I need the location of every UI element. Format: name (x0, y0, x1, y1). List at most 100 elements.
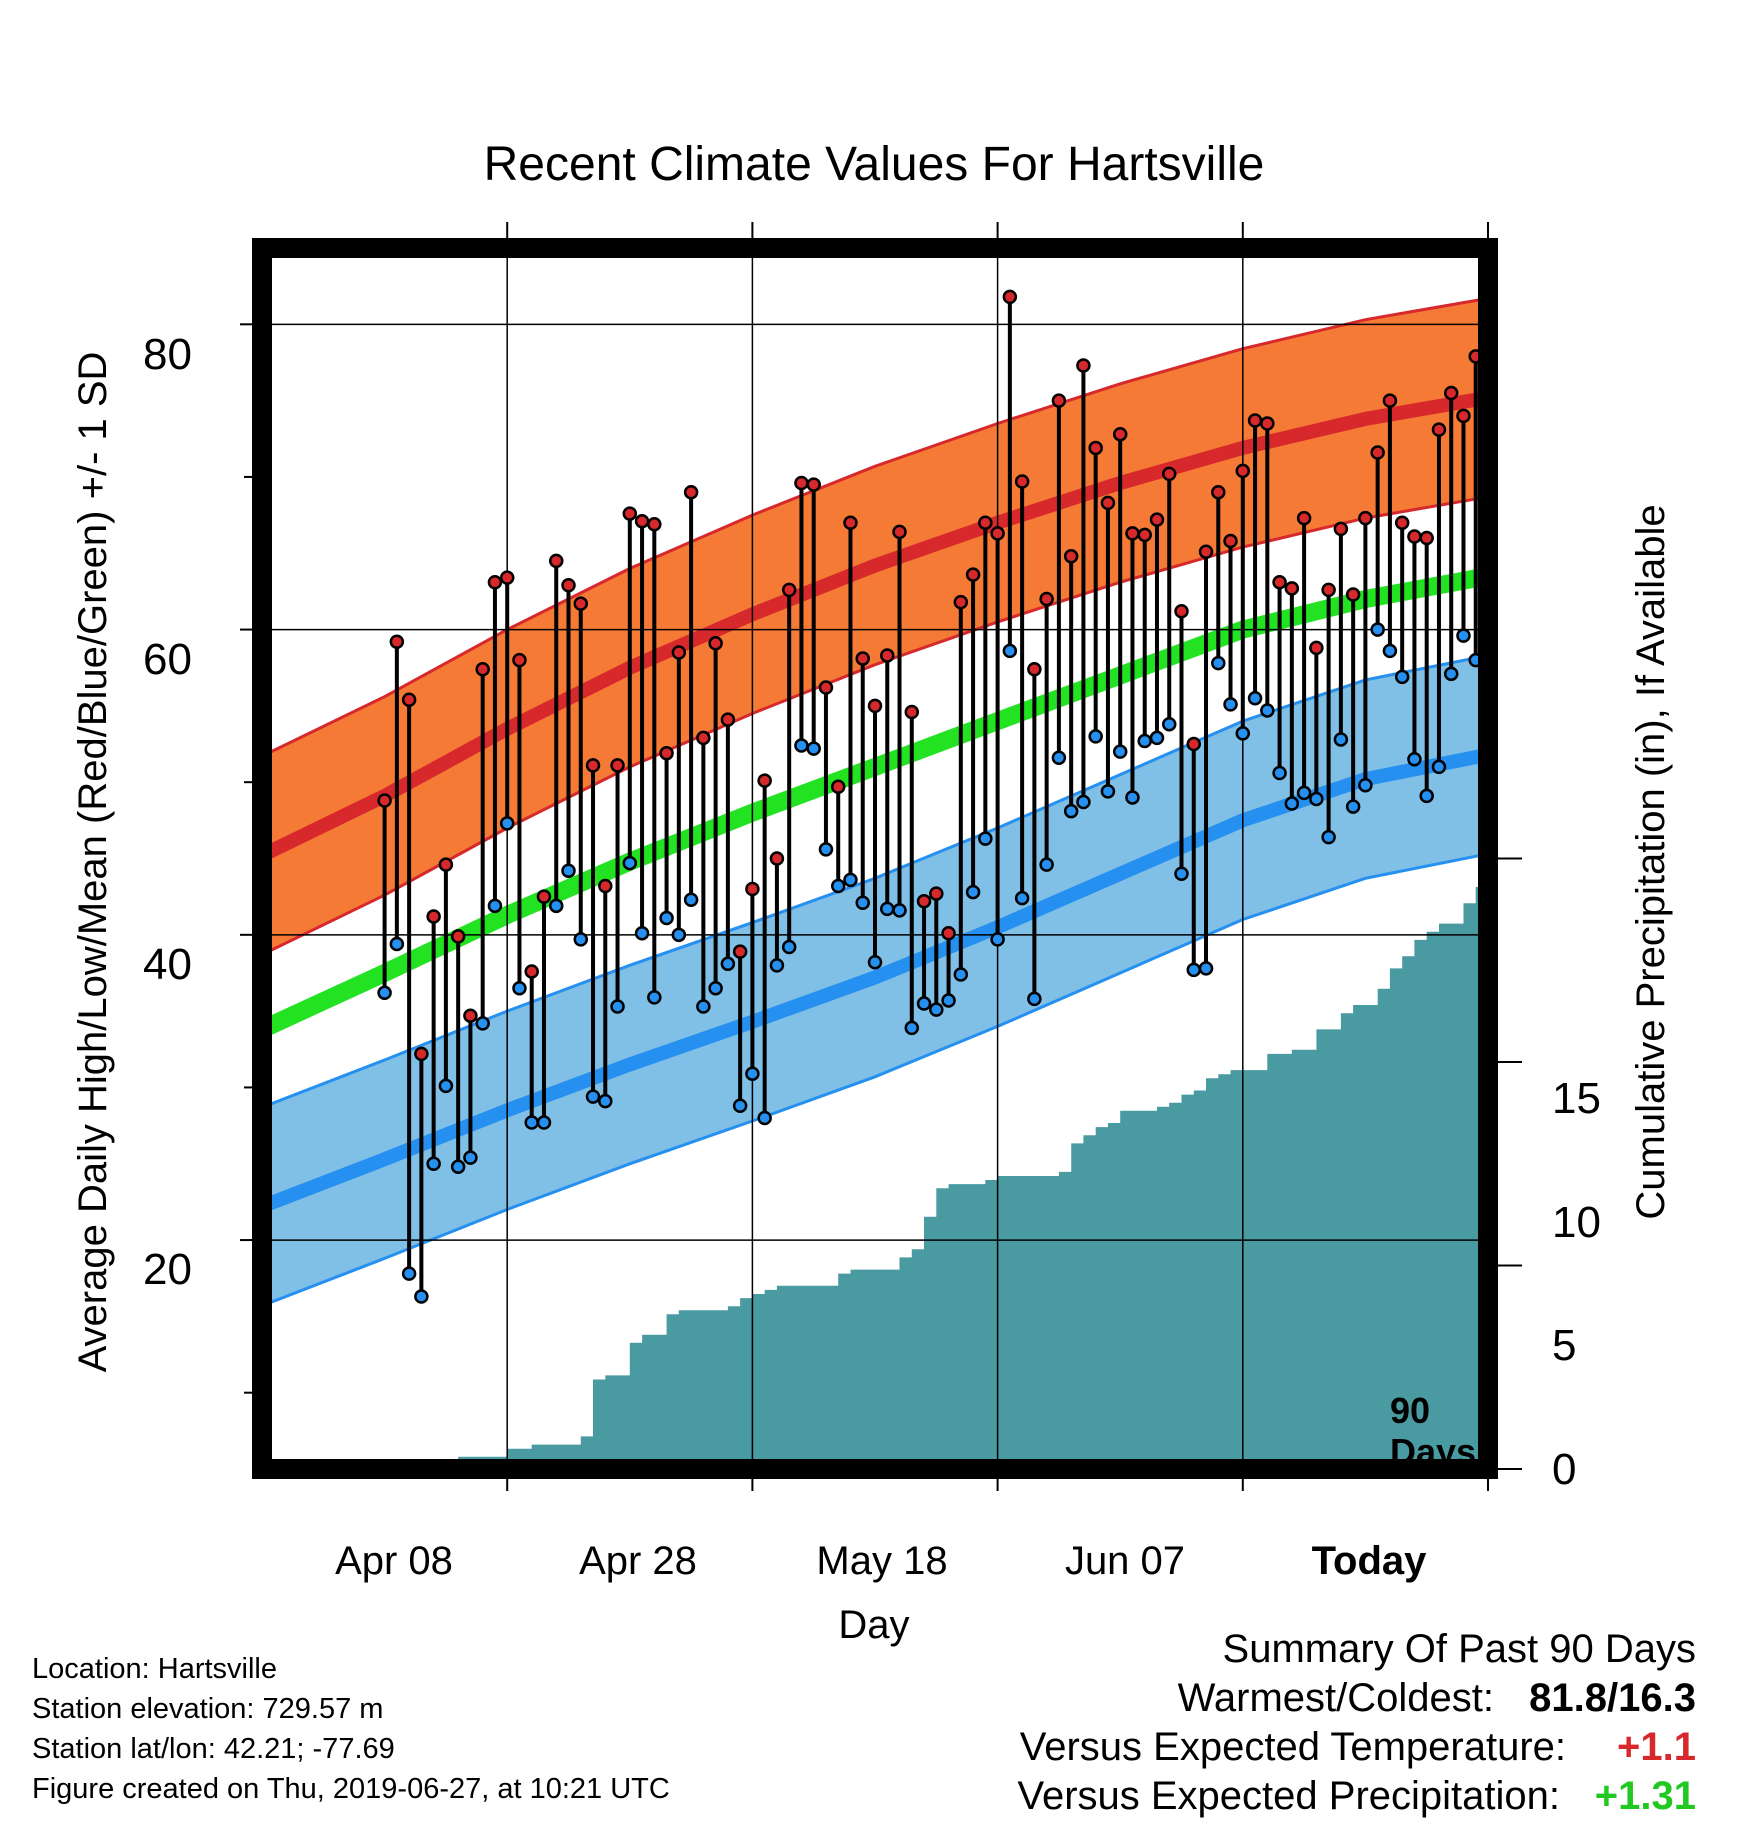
high-temp-point (463, 1008, 478, 1023)
low-temp-point (475, 1016, 490, 1031)
low-temp-point (929, 1002, 944, 1017)
low-temp-point (634, 926, 650, 941)
grid-lines (262, 248, 1488, 1469)
high-temp-point (1321, 582, 1336, 598)
high-temp-point (634, 513, 650, 529)
low-temp-point (781, 939, 797, 955)
footer-location: Location: Hartsville (32, 1653, 277, 1685)
x-tick-label-apr08: Apr 08 (335, 1539, 453, 1583)
low-temp-point (1382, 643, 1398, 659)
high-temp-point (1284, 581, 1300, 596)
high-temp-point (438, 857, 454, 872)
y2-tick-label-5: 5 (1552, 1321, 1576, 1370)
low-temp-point (708, 980, 723, 996)
low-temp-point (1431, 759, 1447, 775)
low-temp-point (978, 831, 993, 846)
high-temp-point (757, 773, 772, 788)
daily-points (377, 289, 1483, 1304)
low-temp-point (1309, 791, 1324, 807)
high-temp-point (929, 886, 944, 901)
high-temp-point (1247, 413, 1263, 428)
low-temp-point (1027, 991, 1042, 1007)
low-temp-point (769, 958, 785, 973)
high-temp-point (1235, 463, 1251, 479)
low-temp-point (1125, 790, 1140, 805)
high-temp-point (426, 909, 441, 924)
low-temp-point (512, 980, 527, 996)
high-temp-point (598, 878, 613, 894)
high-temp-point (1027, 661, 1042, 677)
low-temp-point (990, 932, 1005, 947)
high-temp-point (1112, 426, 1128, 442)
x-tick-label-may18: May 18 (816, 1539, 947, 1583)
high-temp-point (487, 574, 503, 590)
high-temp-point (794, 475, 809, 491)
plot-frame (252, 238, 1498, 1479)
high-temp-point (708, 636, 723, 651)
low-temp-point (830, 878, 846, 894)
high-temp-point (1014, 474, 1030, 489)
low-temp-point (499, 816, 515, 831)
low-temp-point (622, 855, 638, 871)
x-axis-label: Day (838, 1603, 909, 1647)
low-temp-point (1333, 732, 1349, 747)
low-temp-point (463, 1150, 478, 1165)
y-tick-label-80: 80 (143, 330, 192, 379)
high-temp-point (1358, 510, 1373, 526)
high-temp-point (781, 582, 797, 598)
high-temp-point (867, 698, 883, 714)
high-temp-point (1063, 549, 1079, 564)
high-temp-point (1370, 445, 1385, 460)
high-temp-point (499, 570, 515, 585)
high-temp-point (573, 596, 589, 611)
low-temp-point (1260, 703, 1275, 718)
low-temp-point (757, 1110, 772, 1126)
low-temp-point (1039, 857, 1054, 872)
high-temp-point (1198, 544, 1214, 559)
high-temp-point (659, 745, 674, 761)
low-temp-point (953, 967, 969, 982)
high-temp-point (720, 712, 736, 727)
high-temp-point (1211, 484, 1226, 500)
high-temp-point (414, 1046, 429, 1062)
high-temp-point (978, 515, 993, 530)
high-temp-point (450, 929, 466, 944)
high-temp-point (1223, 533, 1238, 549)
low-temp-point (598, 1093, 613, 1109)
summary-precip-value: +1.31 (1595, 1774, 1696, 1818)
high-temp-point (916, 893, 932, 909)
high-temp-point (1345, 587, 1361, 602)
low-temp-point (1174, 866, 1189, 882)
low-temp-point (1161, 716, 1177, 732)
y2-axis-label: Cumulative Precipitation (in), If Availa… (1629, 504, 1673, 1219)
high-temp-point (1382, 393, 1398, 408)
high-temp-point (512, 652, 527, 668)
low-temp-point (892, 903, 907, 918)
low-temp-point (1443, 666, 1459, 682)
y2-tick-label-10: 10 (1552, 1198, 1601, 1247)
high-temp-point (671, 645, 687, 660)
high-temp-point (1088, 440, 1103, 456)
normal-high-line (262, 390, 1488, 862)
summary-temp-label: Versus Expected Temperature: (1020, 1725, 1566, 1769)
low-temp-point (745, 1066, 760, 1081)
low-temp-point (867, 955, 883, 970)
y2-tick-label-15: 15 (1552, 1074, 1601, 1123)
high-band-lower-edge (262, 495, 1488, 957)
low-temp-point (438, 1078, 454, 1094)
low-temp-point (647, 990, 662, 1005)
low-temp-point (1149, 730, 1165, 746)
low-temp-point (855, 895, 870, 911)
low-temp-point (696, 999, 711, 1014)
high-temp-point (1149, 512, 1165, 527)
high-temp-point (1333, 521, 1349, 537)
low-temp-point (414, 1289, 429, 1304)
high-temp-point (1174, 603, 1189, 619)
high-temp-point (855, 651, 870, 666)
high-temp-point (1296, 510, 1312, 526)
high-temp-point (830, 779, 846, 795)
today-days-number: 90 (1390, 1390, 1430, 1431)
high-temp-point (1394, 515, 1410, 530)
low-temp-point (1235, 726, 1251, 741)
high-temp-point (732, 944, 748, 959)
